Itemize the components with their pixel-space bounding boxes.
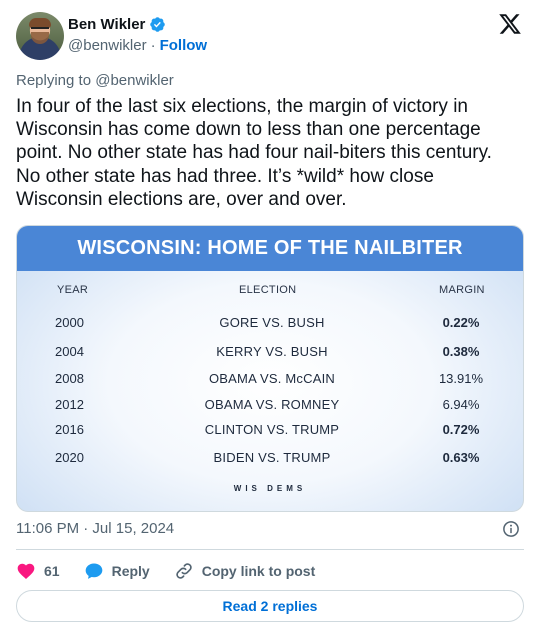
media-title: WISCONSIN: HOME OF THE NAILBITER [77, 237, 463, 259]
row-election: OBAMA VS. McCAIN [208, 371, 335, 386]
author-name-row[interactable]: Ben Wikler [68, 16, 166, 33]
table-row: 2004 KERRY VS. BUSH 0.38% [17, 344, 523, 364]
media-header-band: WISCONSIN: HOME OF THE NAILBITER [17, 226, 523, 271]
tweet-timestamp[interactable]: 11:06 PM · Jul 15, 2024 [16, 520, 175, 537]
row-election: GORE VS. BUSH [219, 315, 325, 330]
author-name[interactable]: Ben Wikler [68, 16, 146, 33]
table-row: 2012 OBAMA VS. ROMNEY 6.94% [17, 397, 523, 417]
row-year: 2016 [55, 422, 84, 437]
author-handle-row: @benwikler · Follow [68, 37, 207, 54]
row-margin: 0.38% [442, 344, 480, 359]
x-logo-icon[interactable] [498, 12, 522, 36]
row-year: 2000 [55, 315, 84, 330]
row-margin: 0.22% [442, 315, 480, 330]
row-election: BIDEN VS. TRUMP [213, 450, 331, 465]
avatar[interactable] [16, 12, 64, 60]
reply-button[interactable]: Reply [84, 561, 150, 581]
tweet-media-image[interactable]: WISCONSIN: HOME OF THE NAILBITER YEAR EL… [16, 225, 524, 512]
info-icon[interactable] [502, 520, 520, 538]
row-year: 2012 [55, 397, 84, 412]
like-button[interactable]: 61 [16, 561, 60, 581]
row-margin: 0.63% [442, 450, 480, 465]
heart-icon [17, 563, 35, 579]
table-row: 2020 BIDEN VS. TRUMP 0.63% [17, 450, 523, 470]
action-bar: 61 Reply Copy link to post [16, 560, 339, 582]
read-replies-button[interactable]: Read 2 replies [16, 590, 524, 622]
divider [16, 549, 524, 550]
like-count: 61 [44, 563, 60, 579]
row-margin: 6.94% [442, 397, 480, 412]
row-margin: 13.91% [438, 371, 484, 386]
column-header-margin: MARGIN [439, 284, 485, 296]
reply-label: Reply [111, 563, 150, 579]
row-year: 2004 [55, 344, 84, 359]
table-row: 2016 CLINTON VS. TRUMP 0.72% [17, 422, 523, 442]
copy-link-button[interactable]: Copy link to post [174, 561, 316, 581]
row-year: 2020 [55, 450, 84, 465]
row-election: KERRY VS. BUSH [216, 344, 328, 359]
table-row: 2000 GORE VS. BUSH 0.22% [17, 315, 523, 335]
verified-badge-icon [150, 17, 166, 32]
row-margin: 0.72% [442, 422, 480, 437]
row-election: CLINTON VS. TRUMP [204, 422, 340, 437]
speech-bubble-icon [85, 563, 102, 579]
replying-to[interactable]: Replying to @benwikler [16, 72, 174, 89]
author-handle[interactable]: @benwikler [68, 37, 147, 54]
table-row: 2008 OBAMA VS. McCAIN 13.91% [17, 371, 523, 391]
row-year: 2008 [55, 371, 84, 386]
link-icon [175, 563, 192, 579]
separator-dot: · [150, 37, 156, 54]
row-election: OBAMA VS. ROMNEY [204, 397, 340, 412]
copy-link-label: Copy link to post [201, 563, 316, 579]
follow-button[interactable]: Follow [159, 37, 208, 54]
column-header-election: ELECTION [239, 284, 297, 296]
column-header-year: YEAR [57, 284, 89, 296]
tweet-text: In four of the last six elections, the m… [16, 96, 492, 210]
wisdems-logo: WIS DEMS [233, 484, 307, 493]
